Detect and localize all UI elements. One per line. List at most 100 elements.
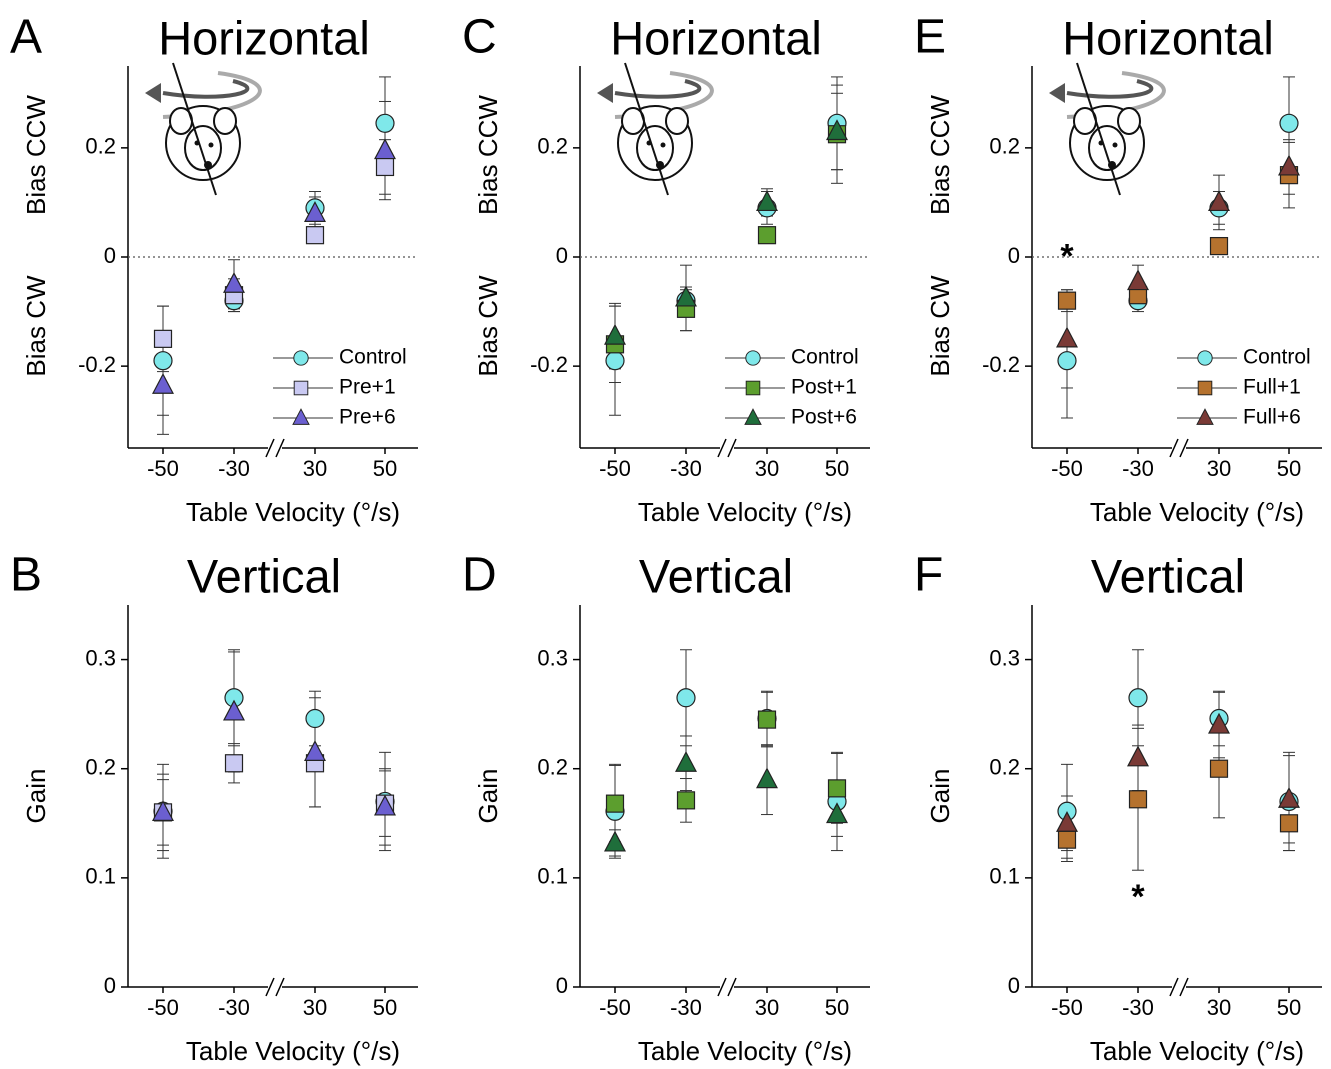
x-tick-label: 30: [303, 456, 327, 481]
mouse-eye: [1112, 142, 1118, 148]
y-axis-label: Bias CW: [21, 275, 51, 377]
data-point: [1279, 113, 1299, 133]
data-point: [375, 157, 395, 177]
mouse-icon: [597, 62, 714, 196]
x-tick-label: 30: [1207, 456, 1231, 481]
panel-title: Horizontal: [610, 11, 822, 64]
panel-title: Horizontal: [1062, 11, 1274, 64]
annotation: *: [1131, 878, 1145, 916]
mouse-face: [184, 125, 222, 171]
rotation-arrow: [1066, 79, 1154, 99]
x-tick-label: 50: [373, 995, 397, 1020]
data-point: [604, 323, 626, 345]
x-tick-label: -30: [1122, 995, 1154, 1020]
axis-break: [1179, 977, 1189, 997]
data-point: [1127, 269, 1149, 291]
data-point: [757, 226, 777, 245]
data-point: [1056, 810, 1078, 832]
x-tick-label: -30: [218, 456, 250, 481]
x-axis-label: Table Velocity (°/s): [638, 1036, 852, 1066]
y-tick-label: 0: [556, 973, 568, 998]
mouse-eye: [660, 142, 666, 148]
rotation-axis: [1076, 62, 1121, 196]
panel-title: Vertical: [639, 549, 793, 602]
arrow-head: [145, 83, 161, 103]
y-tick-label: 0.2: [537, 134, 568, 159]
data-point: [374, 794, 396, 816]
x-tick-label: 30: [303, 995, 327, 1020]
data-point: [605, 794, 625, 813]
x-tick-label: 50: [1277, 456, 1301, 481]
y-tick-label: 0.2: [989, 134, 1020, 159]
y-axis-label: Gain: [473, 769, 503, 824]
axis-break: [727, 977, 737, 997]
y-tick-label: 0.2: [85, 134, 116, 159]
legend-label: Control: [339, 346, 407, 369]
mouse-ear: [213, 107, 237, 135]
x-axis-label: Table Velocity (°/s): [1090, 497, 1304, 527]
data-point: [604, 830, 626, 852]
data-point: [676, 791, 696, 810]
legend-marker: [744, 408, 762, 425]
y-tick-label: 0: [1008, 243, 1020, 268]
rotation-axis: [624, 62, 669, 196]
legend-marker: [745, 380, 761, 396]
data-point: [304, 201, 326, 222]
data-point: [1278, 154, 1300, 176]
legend-marker: [293, 350, 309, 366]
legend-label: Control: [791, 346, 859, 369]
data-point: [223, 699, 245, 721]
mouse-face: [1088, 125, 1126, 171]
data-point: [375, 113, 395, 133]
y-tick-label: 0.1: [537, 864, 568, 889]
data-point: [1209, 236, 1229, 256]
y-axis-label: Bias CCW: [473, 95, 503, 215]
data-point: [152, 372, 174, 394]
mouse-icon: [1049, 62, 1166, 196]
x-tick-label: -30: [670, 995, 702, 1020]
panel-letter: F: [914, 549, 943, 602]
data-point: [1057, 830, 1077, 849]
arrow-head: [1049, 83, 1065, 103]
data-point: [224, 754, 244, 773]
data-point: [1208, 712, 1230, 734]
x-tick-label: 30: [755, 995, 779, 1020]
legend-marker: [292, 408, 310, 425]
data-point: [757, 710, 777, 729]
x-tick-label: 50: [825, 456, 849, 481]
y-tick-label: 0.1: [85, 864, 116, 889]
legend-label: Pre+6: [339, 406, 396, 429]
y-tick-label: 0: [1008, 973, 1020, 998]
panel-letter: D: [462, 549, 497, 602]
x-tick-label: -50: [147, 995, 179, 1020]
y-axis-label: Bias CCW: [21, 95, 51, 215]
x-tick-label: 30: [755, 456, 779, 481]
x-tick-label: -50: [1051, 456, 1083, 481]
y-tick-label: 0.2: [85, 755, 116, 780]
x-axis-label: Table Velocity (°/s): [1090, 1036, 1304, 1066]
y-tick-label: -0.2: [982, 352, 1020, 377]
x-tick-label: -30: [218, 995, 250, 1020]
mouse-icon: [145, 62, 262, 196]
axis-break: [1169, 977, 1179, 997]
data-point: [1057, 351, 1077, 371]
y-axis-label: Bias CCW: [925, 95, 955, 215]
axis-break: [275, 438, 285, 458]
arrow-head: [597, 83, 613, 103]
y-tick-label: 0.3: [537, 645, 568, 670]
legend-marker: [1197, 350, 1213, 366]
x-axis-label: Table Velocity (°/s): [186, 1036, 400, 1066]
y-tick-label: 0.2: [537, 755, 568, 780]
mouse-face: [636, 125, 674, 171]
y-tick-label: 0.1: [989, 864, 1020, 889]
panel-letter: A: [10, 11, 42, 64]
data-point: [1278, 786, 1300, 808]
legend-marker: [745, 350, 761, 366]
data-point: [756, 767, 778, 789]
data-point: [605, 351, 625, 371]
data-point: [826, 802, 848, 824]
data-point: [756, 190, 778, 212]
data-point: [305, 708, 325, 729]
y-axis-label: Gain: [925, 769, 955, 824]
